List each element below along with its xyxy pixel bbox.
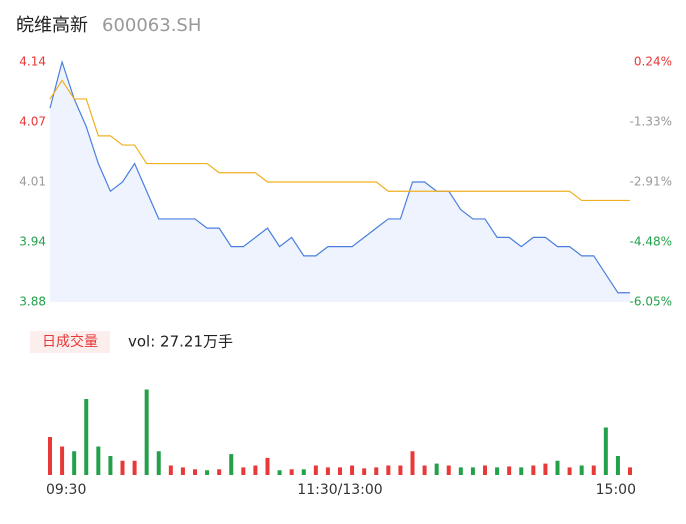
y-tick-label: 3.88 bbox=[19, 295, 46, 309]
y2-tick-label: -2.91% bbox=[630, 175, 672, 189]
x-tick-label: 11:30/13:00 bbox=[297, 482, 382, 498]
volume-bar bbox=[543, 463, 548, 475]
volume-bar bbox=[132, 460, 137, 475]
y-tick-label: 4.14 bbox=[19, 55, 46, 69]
volume-bar bbox=[217, 469, 222, 475]
volume-bar bbox=[144, 389, 149, 475]
volume-bar bbox=[193, 469, 197, 475]
series-line bbox=[49, 59, 630, 294]
volume-bar bbox=[325, 467, 330, 475]
volume-bar bbox=[277, 470, 282, 475]
volume-bar bbox=[531, 465, 536, 475]
volume-bar bbox=[301, 469, 306, 475]
y2-tick-label: -6.05% bbox=[630, 295, 672, 309]
volume-bar bbox=[350, 465, 355, 475]
volume-bar bbox=[422, 465, 427, 475]
volume-bar bbox=[229, 454, 234, 475]
volume-bar bbox=[567, 467, 572, 475]
volume-badge bbox=[30, 331, 110, 353]
volume-bar bbox=[507, 466, 512, 475]
y2-tick-label: -1.33% bbox=[630, 114, 672, 128]
volume-bar bbox=[374, 467, 379, 475]
series-line bbox=[49, 79, 630, 202]
volume-bar bbox=[555, 460, 560, 475]
volume-bar bbox=[398, 465, 403, 475]
volume-bar bbox=[470, 467, 475, 475]
volume-bar bbox=[313, 465, 318, 475]
volume-bar bbox=[60, 446, 65, 475]
x-tick-label: 09:30 bbox=[46, 482, 86, 498]
volume-bar bbox=[519, 467, 524, 475]
volume-bar bbox=[446, 465, 451, 475]
volume-bar bbox=[434, 463, 439, 475]
volume-bar bbox=[180, 467, 185, 475]
y-tick-label: 4.01 bbox=[19, 175, 46, 189]
volume-bar bbox=[495, 467, 500, 475]
volume-bar bbox=[603, 427, 608, 475]
volume-bar bbox=[72, 451, 77, 475]
volume-title: 日成交量 bbox=[42, 333, 98, 350]
volume-bar bbox=[591, 465, 596, 475]
stock-name: 皖维高新 bbox=[16, 15, 88, 36]
x-tick-label: 15:00 bbox=[596, 482, 636, 498]
volume-bar bbox=[241, 467, 246, 475]
price-area bbox=[50, 62, 630, 302]
volume-annotation: vol: 27.21万手 bbox=[128, 333, 233, 351]
volume-bar bbox=[156, 451, 161, 475]
volume-bar bbox=[386, 465, 391, 475]
volume-bar bbox=[579, 465, 584, 475]
volume-bar bbox=[458, 467, 463, 475]
volume-bar bbox=[168, 465, 173, 475]
stock-code: 600063.SH bbox=[102, 15, 201, 36]
volume-bar bbox=[96, 446, 101, 475]
volume-bar bbox=[108, 456, 113, 475]
volume-bar bbox=[410, 451, 415, 475]
volume-bar bbox=[120, 460, 125, 475]
y-tick-label: 4.07 bbox=[19, 115, 46, 129]
volume-bar bbox=[615, 456, 620, 475]
volume-bar bbox=[289, 469, 294, 475]
volume-bar bbox=[84, 399, 89, 475]
volume-bar bbox=[338, 467, 342, 475]
volume-bar bbox=[483, 465, 487, 475]
y2-tick-label: 0.24% bbox=[634, 55, 672, 69]
y-tick-label: 3.94 bbox=[19, 235, 46, 249]
volume-bar bbox=[48, 437, 52, 475]
y2-tick-label: -4.48% bbox=[630, 235, 672, 249]
volume-bar bbox=[205, 470, 210, 475]
volume-bar bbox=[628, 467, 632, 475]
volume-bar bbox=[362, 468, 367, 475]
volume-bar bbox=[253, 465, 258, 475]
volume-bar bbox=[265, 457, 270, 475]
